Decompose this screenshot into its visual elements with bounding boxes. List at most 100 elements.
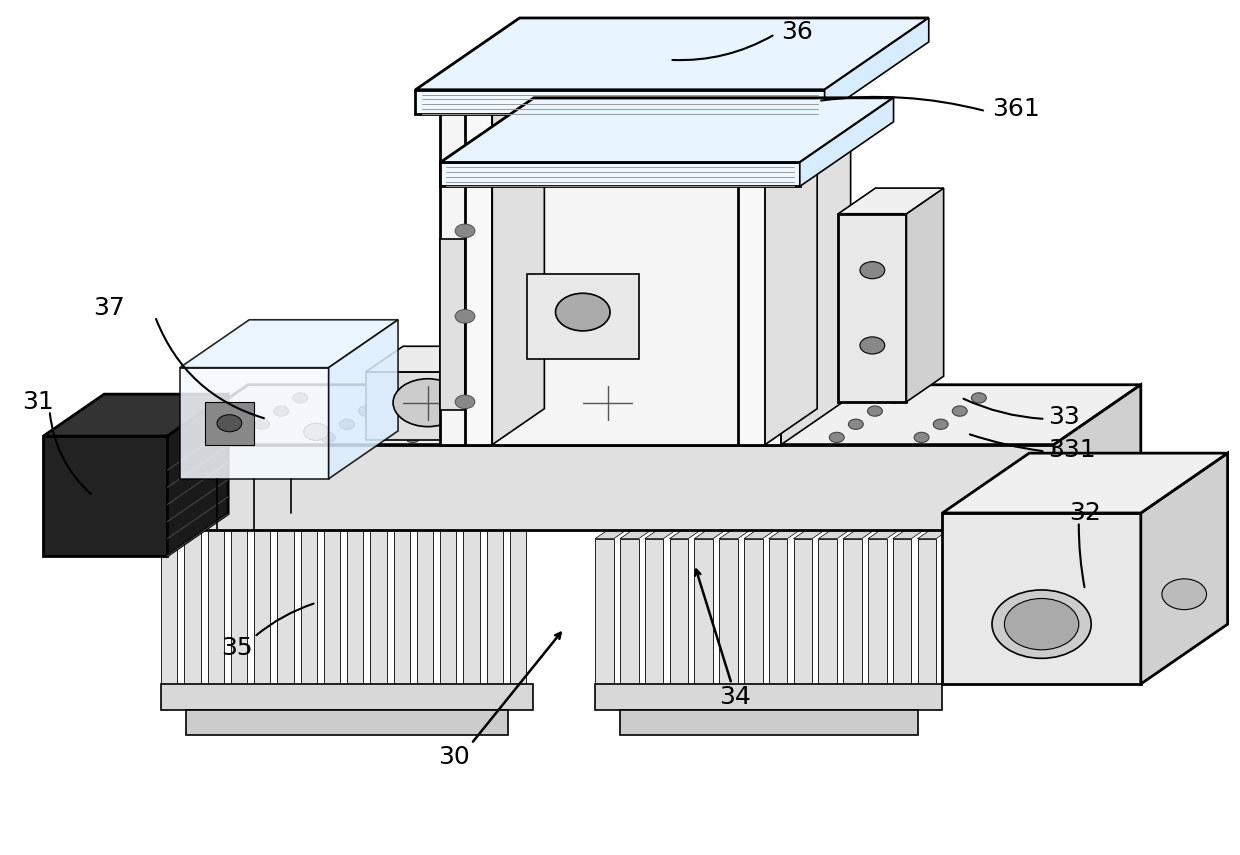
Polygon shape — [440, 520, 471, 530]
Polygon shape — [464, 530, 480, 684]
Polygon shape — [300, 530, 317, 684]
Polygon shape — [208, 520, 239, 530]
Circle shape — [660, 433, 675, 443]
Circle shape — [782, 406, 797, 416]
Circle shape — [304, 423, 329, 440]
Polygon shape — [942, 513, 1141, 684]
Circle shape — [688, 393, 713, 410]
Polygon shape — [794, 528, 827, 539]
Circle shape — [914, 433, 929, 443]
Circle shape — [738, 410, 763, 428]
Polygon shape — [769, 528, 802, 539]
Polygon shape — [167, 394, 228, 556]
Polygon shape — [510, 520, 541, 530]
Polygon shape — [486, 530, 503, 684]
Circle shape — [575, 433, 590, 443]
Polygon shape — [719, 539, 738, 684]
Circle shape — [579, 310, 599, 323]
Circle shape — [868, 406, 883, 416]
Circle shape — [717, 392, 732, 403]
Circle shape — [455, 395, 475, 409]
Polygon shape — [738, 68, 765, 445]
Polygon shape — [918, 528, 951, 539]
Polygon shape — [366, 346, 527, 372]
Polygon shape — [254, 530, 270, 684]
Polygon shape — [465, 32, 817, 68]
Polygon shape — [440, 103, 781, 445]
Polygon shape — [906, 188, 944, 402]
Polygon shape — [719, 528, 753, 539]
Circle shape — [744, 433, 759, 443]
Polygon shape — [417, 530, 433, 684]
Polygon shape — [769, 539, 787, 684]
Polygon shape — [794, 539, 812, 684]
Text: 31: 31 — [22, 390, 55, 414]
Circle shape — [861, 262, 885, 279]
Polygon shape — [818, 528, 852, 539]
Polygon shape — [1054, 385, 1141, 530]
Circle shape — [848, 419, 863, 429]
Polygon shape — [231, 530, 247, 684]
Circle shape — [293, 392, 308, 403]
Polygon shape — [208, 530, 224, 684]
Circle shape — [340, 419, 355, 429]
Circle shape — [320, 433, 335, 443]
Text: 331: 331 — [1048, 438, 1095, 462]
Text: 35: 35 — [221, 636, 253, 660]
Polygon shape — [415, 18, 929, 90]
Polygon shape — [868, 528, 901, 539]
Polygon shape — [868, 539, 887, 684]
Circle shape — [1004, 598, 1079, 650]
Polygon shape — [161, 530, 177, 684]
Circle shape — [573, 379, 642, 427]
Circle shape — [455, 310, 475, 323]
Circle shape — [490, 433, 505, 443]
Polygon shape — [324, 520, 355, 530]
Polygon shape — [440, 97, 894, 162]
Circle shape — [521, 412, 546, 429]
Polygon shape — [440, 239, 465, 410]
Polygon shape — [205, 402, 254, 445]
Polygon shape — [694, 539, 713, 684]
Polygon shape — [43, 436, 167, 556]
Circle shape — [254, 419, 269, 429]
Polygon shape — [300, 520, 332, 530]
Polygon shape — [645, 539, 663, 684]
Polygon shape — [440, 162, 800, 186]
Circle shape — [556, 293, 610, 331]
Text: 32: 32 — [1069, 501, 1101, 525]
Polygon shape — [765, 32, 817, 445]
Polygon shape — [185, 530, 201, 684]
Polygon shape — [161, 684, 533, 710]
Polygon shape — [185, 520, 216, 530]
Polygon shape — [366, 372, 490, 440]
Text: 37: 37 — [93, 296, 125, 320]
Text: 34: 34 — [719, 685, 751, 709]
Polygon shape — [744, 539, 763, 684]
Polygon shape — [492, 32, 544, 445]
Polygon shape — [486, 520, 518, 530]
Polygon shape — [825, 18, 929, 114]
Polygon shape — [490, 346, 527, 440]
Polygon shape — [161, 385, 1141, 445]
Polygon shape — [347, 520, 378, 530]
Polygon shape — [893, 539, 911, 684]
Circle shape — [952, 406, 967, 416]
Polygon shape — [670, 539, 688, 684]
Polygon shape — [918, 539, 936, 684]
Polygon shape — [781, 55, 851, 445]
Polygon shape — [595, 684, 942, 710]
Polygon shape — [329, 320, 398, 479]
Polygon shape — [670, 346, 707, 440]
Polygon shape — [620, 528, 653, 539]
Circle shape — [971, 392, 986, 403]
Polygon shape — [510, 530, 526, 684]
Polygon shape — [546, 346, 707, 372]
Circle shape — [764, 419, 779, 429]
Circle shape — [1162, 579, 1207, 610]
Polygon shape — [893, 528, 926, 539]
Circle shape — [405, 433, 420, 443]
Circle shape — [678, 419, 693, 429]
Polygon shape — [620, 539, 639, 684]
Polygon shape — [744, 528, 777, 539]
